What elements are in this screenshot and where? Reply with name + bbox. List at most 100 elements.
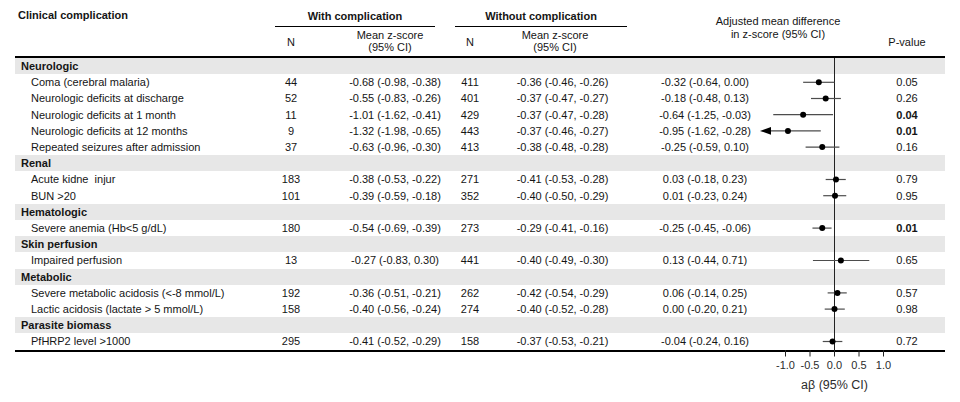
table-row: Acute kidne injur183-0.38 (-0.53, -0.22)… <box>0 171 960 188</box>
section-row: Skin perfusion <box>0 236 960 253</box>
axis-tick-label: -1.0 <box>776 359 795 371</box>
adjusted-difference-value: 0.00 (-0.20, 0.21) <box>632 301 778 317</box>
table-row: Lactic acidosis (lactate > 5 mmol/L)158 -… <box>0 301 960 318</box>
n-with-value: 11 <box>269 107 313 123</box>
n-with-value: 37 <box>269 139 313 155</box>
adjusted-difference-value: -0.64 (-1.25, -0.03) <box>632 107 778 123</box>
p-value: 0.65 <box>884 252 930 268</box>
table-row: BUN >20101-0.39 (-0.59, -0.18)352-0.40 (… <box>0 188 960 205</box>
n-without-value: 271 <box>448 171 492 187</box>
section-row-background <box>15 269 945 285</box>
p-value: 0.01 <box>884 220 930 236</box>
mean-zscore-without-value: -0.41 (-0.53, -0.28) <box>490 171 635 187</box>
p-value: 0.57 <box>884 285 930 301</box>
section-row-background <box>15 317 945 333</box>
p-value: 0.26 <box>884 90 930 106</box>
n-without-value: 411 <box>448 74 492 90</box>
mean-zscore-without-value: -0.37 (-0.53, -0.21) <box>490 333 635 349</box>
section-row: Neurologic <box>0 58 960 75</box>
complication-label: BUN >20 <box>31 188 271 204</box>
section-row-background <box>15 58 945 74</box>
n-with-value: 295 <box>269 333 313 349</box>
p-value: 0.72 <box>884 333 930 349</box>
section-label: Skin perfusion <box>21 236 97 252</box>
section-label: Metabolic <box>21 269 72 285</box>
column-header-mean-with-line1: Mean z-score <box>320 29 460 41</box>
mean-zscore-without-value: -0.40 (-0.50, -0.29) <box>490 188 635 204</box>
adjusted-difference-value: -0.25 (-0.59, 0.10) <box>632 139 778 155</box>
complication-label: Neurologic deficits at 1 month <box>31 107 271 123</box>
p-value: 0.01 <box>884 123 930 139</box>
n-with-value: 9 <box>269 123 313 139</box>
table-row: Impaired perfusion13-0.27 (-0.83, 0.30)4… <box>0 252 960 269</box>
section-label: Parasite biomass <box>21 317 112 333</box>
complication-label: Coma (cerebral malaria) <box>31 74 271 90</box>
p-value: 0.98 <box>884 301 930 317</box>
section-row: Parasite biomass <box>0 317 960 334</box>
n-without-value: 413 <box>448 139 492 155</box>
n-without-value: 262 <box>448 285 492 301</box>
adjusted-difference-value: 0.03 (-0.18, 0.23) <box>632 171 778 187</box>
complication-label: Neurologic deficits at discharge <box>31 90 271 106</box>
n-without-value: 273 <box>448 220 492 236</box>
p-value: 0.05 <box>884 74 930 90</box>
complication-label: Repeated seizures after admission <box>31 139 271 155</box>
axis-label: aβ (95% CI) <box>801 378 868 392</box>
mean-zscore-without-value: -0.38 (-0.48, -0.28) <box>490 139 635 155</box>
section-row: Metabolic <box>0 269 960 286</box>
n-without-value: 401 <box>448 90 492 106</box>
group-header-with-complication: With complication <box>275 9 435 23</box>
section-row: Renal <box>0 155 960 172</box>
table-row: Severe anemia (Hb<5 g/dL)180-0.54 (-0.69… <box>0 220 960 237</box>
adjusted-difference-value: 0.06 (-0.14, 0.25) <box>632 285 778 301</box>
complication-label: Lactic acidosis (lactate > 5 mmol/L) <box>31 301 271 317</box>
forest-plot-table: Clinical complication With complication … <box>0 0 960 402</box>
table-row: PfHRP2 level >1000295-0.41 (-0.52, -0.29… <box>0 333 960 350</box>
n-without-value: 158 <box>448 333 492 349</box>
without-group-underline <box>455 26 627 27</box>
table-row: Neurologic deficits at 12 months9-1.32 (… <box>0 123 960 140</box>
n-with-value: 13 <box>269 252 313 268</box>
complication-label: Acute kidne injur <box>31 171 271 187</box>
axis-tick-label: 0.0 <box>827 359 842 371</box>
column-header-mean-without-line2: (95% CI) <box>485 41 625 53</box>
adjusted-difference-value: -0.25 (-0.45, -0.06) <box>632 220 778 236</box>
axis-tick-label: -0.5 <box>801 359 820 371</box>
p-value: 0.16 <box>884 139 930 155</box>
column-header-adjusted-line2: in z-score (95% CI) <box>688 28 868 40</box>
mean-zscore-without-value: -0.40 (-0.49, -0.30) <box>490 252 635 268</box>
table-row: Severe metabolic acidosis (<-8 mmol/L)19… <box>0 285 960 302</box>
n-with-value: 192 <box>269 285 313 301</box>
section-row-background <box>15 236 945 252</box>
section-row: Hematologic <box>0 204 960 221</box>
mean-zscore-without-value: -0.40 (-0.52, -0.28) <box>490 301 635 317</box>
n-without-value: 441 <box>448 252 492 268</box>
section-row-background <box>15 204 945 220</box>
column-header-clinical-complication: Clinical complication <box>18 9 128 21</box>
n-with-value: 180 <box>269 220 313 236</box>
column-header-mean-with-line2: (95% CI) <box>320 41 460 53</box>
n-with-value: 52 <box>269 90 313 106</box>
table-row: Neurologic deficits at discharge52-0.55 … <box>0 90 960 107</box>
n-with-value: 183 <box>269 171 313 187</box>
column-header-mean-without-line1: Mean z-score <box>485 29 625 41</box>
adjusted-difference-value: -0.95 (-1.62, -0.28) <box>632 123 778 139</box>
n-with-value: 158 <box>269 301 313 317</box>
section-label: Renal <box>21 155 51 171</box>
adjusted-difference-value: 0.01 (-0.23, 0.24) <box>632 188 778 204</box>
table-row: Neurologic deficits at 1 month11-1.01 (-… <box>0 107 960 124</box>
complication-label: Neurologic deficits at 12 months <box>31 123 271 139</box>
axis-tick-label: 1.0 <box>876 359 891 371</box>
complication-label: Severe metabolic acidosis (<-8 mmol/L) <box>31 285 271 301</box>
column-header-pvalue: P-value <box>875 36 939 48</box>
adjusted-difference-value: 0.13 (-0.44, 0.71) <box>632 252 778 268</box>
group-header-without-complication: Without complication <box>455 9 627 23</box>
n-without-value: 429 <box>448 107 492 123</box>
column-header-adjusted-line1: Adjusted mean difference <box>688 15 868 27</box>
complication-label: PfHRP2 level >1000 <box>31 333 271 349</box>
axis-tick-label: 0.5 <box>851 359 866 371</box>
mean-zscore-without-value: -0.42 (-0.54, -0.29) <box>490 285 635 301</box>
n-with-value: 101 <box>269 188 313 204</box>
mean-zscore-without-value: -0.37 (-0.46, -0.27) <box>490 123 635 139</box>
section-row-background <box>15 155 945 171</box>
